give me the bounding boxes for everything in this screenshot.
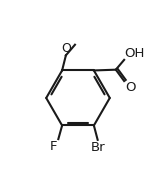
Text: OH: OH — [125, 47, 145, 60]
Text: O: O — [125, 81, 135, 94]
Text: O: O — [61, 42, 71, 55]
Text: F: F — [50, 140, 58, 153]
Text: Br: Br — [90, 141, 105, 154]
